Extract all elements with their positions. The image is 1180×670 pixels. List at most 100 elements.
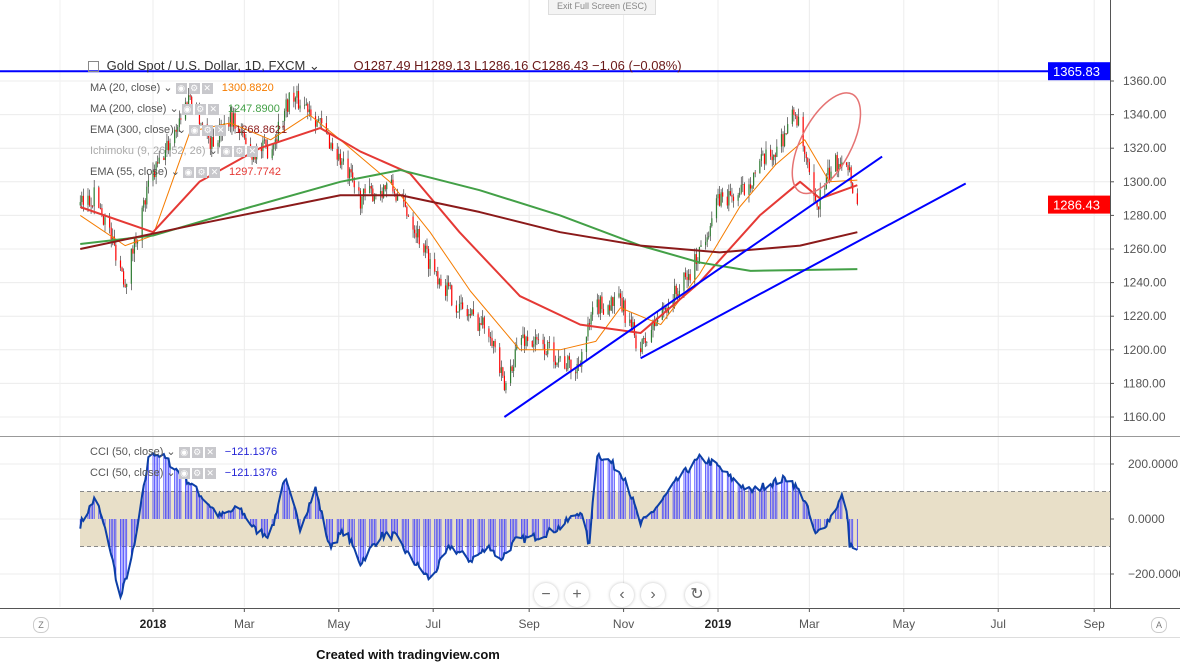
candle xyxy=(200,122,202,126)
indicator-label[interactable]: CCI (50, close) xyxy=(90,446,164,458)
close-icon[interactable]: ✕ xyxy=(246,145,258,157)
candle-body xyxy=(808,162,810,173)
indicator-legend[interactable]: EMA (300, close) ⌄ ◉ ⚙ ✕ 1268.8621 xyxy=(90,123,287,136)
close-icon[interactable]: ✕ xyxy=(204,446,216,458)
gear-icon[interactable]: ⚙ xyxy=(191,446,203,458)
indicator-legend[interactable]: EMA (55, close) ⌄ ◉ ⚙ ✕ 1297.7742 xyxy=(90,165,281,178)
candle-body xyxy=(479,323,481,331)
candle-body xyxy=(341,161,343,165)
chevron-down-icon[interactable]: ⌄ xyxy=(208,145,218,157)
candle xyxy=(509,359,512,387)
candle-body xyxy=(200,123,202,125)
candle xyxy=(494,338,496,353)
candle-body xyxy=(383,185,385,198)
gear-icon[interactable]: ⚙ xyxy=(194,103,206,115)
horizontal-line-price-label-bg xyxy=(1048,62,1110,81)
candle-body xyxy=(576,363,578,374)
candle-body xyxy=(641,339,643,353)
candle xyxy=(468,309,470,322)
indicator-label[interactable]: MA (20, close) xyxy=(90,82,161,94)
eye-icon[interactable]: ◉ xyxy=(182,166,194,178)
scroll-left-button[interactable]: ‹ xyxy=(610,583,634,607)
eye-icon[interactable]: ◉ xyxy=(178,467,190,479)
candle-body xyxy=(717,194,719,199)
candle xyxy=(722,187,724,203)
candle xyxy=(599,295,601,321)
indicator-label[interactable]: Ichimoku (9, 26, 52, 26) xyxy=(90,145,206,157)
symbol-title[interactable]: Gold Spot / U.S. Dollar, 1D, FXCM xyxy=(106,58,306,73)
candle xyxy=(319,117,321,128)
candle-body xyxy=(492,341,495,347)
candle-body xyxy=(814,195,817,201)
candle-body xyxy=(697,262,699,264)
indicator-label[interactable]: CCI (50, close) xyxy=(90,467,164,479)
eye-icon[interactable]: ◉ xyxy=(178,446,190,458)
close-icon[interactable]: ✕ xyxy=(204,467,216,479)
reset-chart-button[interactable]: ↻ xyxy=(685,583,709,607)
close-icon[interactable]: ✕ xyxy=(215,124,227,136)
candle-body xyxy=(630,319,632,328)
candle-body xyxy=(759,160,761,174)
indicator-label[interactable]: EMA (55, close) xyxy=(90,166,168,178)
indicator-legend[interactable]: Ichimoku (9, 26, 52, 26) ⌄ ◉ ⚙ ✕ xyxy=(90,144,264,157)
chevron-down-icon[interactable]: ⌄ xyxy=(163,82,173,94)
candle xyxy=(536,334,538,346)
candle xyxy=(601,292,603,313)
candle xyxy=(598,294,600,318)
candle xyxy=(548,336,550,349)
eye-icon[interactable]: ◉ xyxy=(220,145,232,157)
zoom-out-button[interactable]: − xyxy=(534,583,558,607)
zoom-mode-button[interactable]: Z xyxy=(33,617,49,633)
scroll-right-button[interactable]: › xyxy=(641,583,665,607)
indicator-legend[interactable]: MA (200, close) ⌄ ◉ ⚙ ✕ 1247.8900 xyxy=(90,102,280,115)
candle xyxy=(732,193,735,208)
candle xyxy=(307,102,309,120)
candle xyxy=(483,315,485,334)
candle xyxy=(417,221,419,244)
candle-body xyxy=(109,217,111,228)
ohlc-values: O1287.49 H1289.13 L1286.16 C1286.43 −1.0… xyxy=(353,58,682,73)
eye-icon[interactable]: ◉ xyxy=(175,82,187,94)
close-icon[interactable]: ✕ xyxy=(208,166,220,178)
collapse-icon[interactable] xyxy=(88,61,99,73)
chevron-down-icon[interactable]: ⌄ xyxy=(305,58,320,73)
gear-icon[interactable]: ⚙ xyxy=(195,166,207,178)
indicator-label[interactable]: MA (200, close) xyxy=(90,103,167,115)
candle-body xyxy=(728,191,730,206)
chevron-down-icon[interactable]: ⌄ xyxy=(166,446,176,458)
close-icon[interactable]: ✕ xyxy=(207,103,219,115)
chevron-down-icon[interactable]: ⌄ xyxy=(170,166,180,178)
gear-icon[interactable]: ⚙ xyxy=(191,467,203,479)
candle-body xyxy=(856,193,858,205)
eye-icon[interactable]: ◉ xyxy=(181,103,193,115)
cci-legend[interactable]: CCI (50, close) ⌄ ◉ ⚙ ✕ −121.1376 xyxy=(90,445,277,458)
candle xyxy=(709,222,711,242)
candle-body xyxy=(813,172,815,196)
candle xyxy=(321,110,323,129)
gear-icon[interactable]: ⚙ xyxy=(188,82,200,94)
auto-scale-button[interactable]: A xyxy=(1151,617,1167,633)
eye-icon[interactable]: ◉ xyxy=(189,124,201,136)
gear-icon[interactable]: ⚙ xyxy=(202,124,214,136)
zoom-in-button[interactable]: + xyxy=(565,583,589,607)
chevron-down-icon[interactable]: ⌄ xyxy=(166,467,176,479)
chevron-down-icon[interactable]: ⌄ xyxy=(176,124,187,136)
indicator-legend[interactable]: MA (20, close) ⌄ ◉ ⚙ ✕ 1300.8820 xyxy=(90,81,274,94)
cci-legend[interactable]: CCI (50, close) ⌄ ◉ ⚙ ✕ −121.1376 xyxy=(90,466,277,479)
gear-icon[interactable]: ⚙ xyxy=(233,145,245,157)
price-tick-label: 1320.00 xyxy=(1123,141,1167,155)
indicator-label[interactable]: EMA (300, close) xyxy=(90,124,174,136)
candle xyxy=(488,326,490,343)
candle-body xyxy=(684,272,687,277)
candle-body xyxy=(827,167,829,175)
candle-body xyxy=(732,196,735,201)
chevron-down-icon[interactable]: ⌄ xyxy=(169,103,179,115)
candle xyxy=(93,180,95,215)
candle xyxy=(537,333,540,345)
candle-body xyxy=(525,336,527,346)
exit-fullscreen-button[interactable]: Exit Full Screen (ESC) xyxy=(548,0,656,15)
candle-body xyxy=(417,228,419,238)
close-icon[interactable]: ✕ xyxy=(201,82,213,94)
candle xyxy=(785,133,787,136)
